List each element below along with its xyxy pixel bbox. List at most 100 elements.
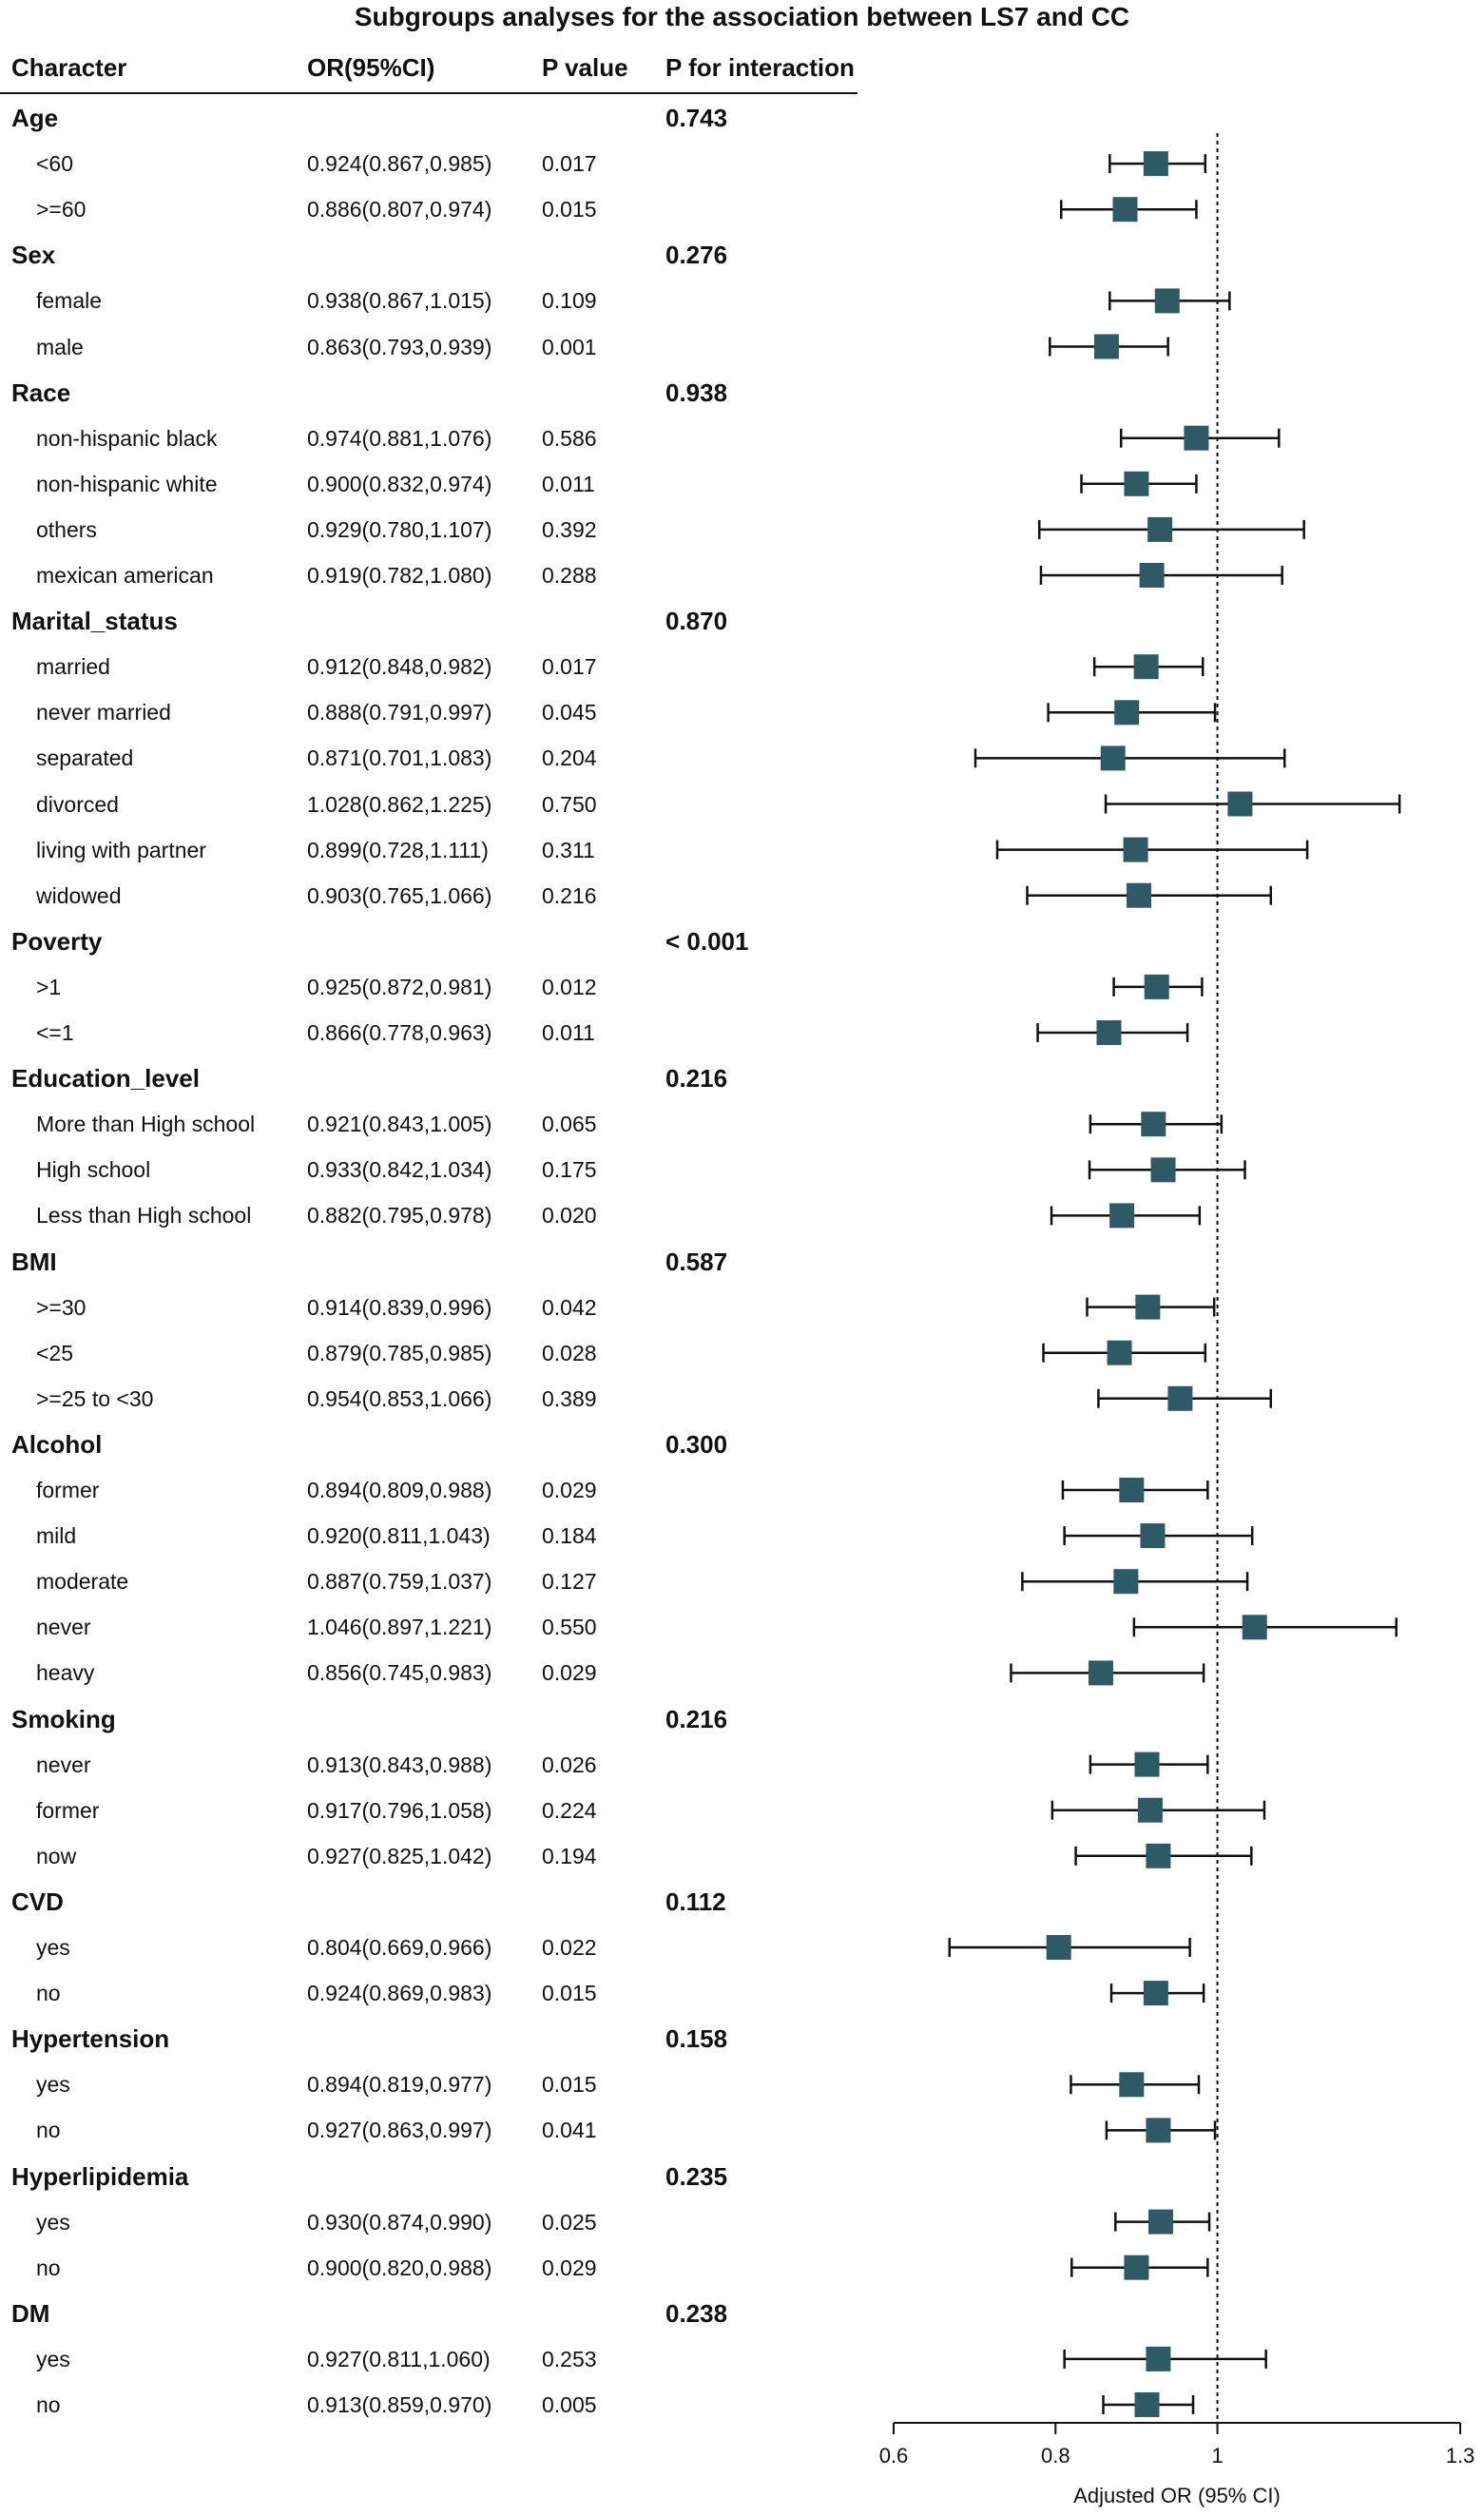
- group-label: Hypertension: [11, 2024, 170, 2054]
- group-row: Education_level 0.216: [0, 1055, 860, 1101]
- p-value: 0.025: [542, 2209, 597, 2235]
- subgroup-row: non-hispanic white 0.900(0.832,0.974) 0.01…: [0, 461, 860, 507]
- or-point-marker: [1146, 2346, 1171, 2371]
- p-value: 0.065: [542, 1112, 597, 1137]
- subgroup-row: yes 0.804(0.669,0.966) 0.022: [0, 1925, 860, 1970]
- p-value: 0.042: [542, 1294, 597, 1320]
- group-label: Age: [11, 104, 59, 132]
- p-interaction-value: 0.216: [665, 1064, 728, 1093]
- subgroup-row: others 0.929(0.780,1.107) 0.392: [0, 507, 860, 552]
- subgroup-label: mexican american: [36, 563, 214, 588]
- subgroup-label: <=1: [36, 1020, 74, 1045]
- or-ci-value: 0.974(0.881,1.076): [307, 425, 492, 451]
- p-value: 0.204: [542, 745, 597, 771]
- group-label: Education_level: [11, 1064, 200, 1093]
- or-ci-value: 0.900(0.832,0.974): [307, 471, 492, 496]
- or-point-marker: [1134, 1752, 1160, 1777]
- or-ci-value: 0.929(0.780,1.107): [307, 516, 492, 542]
- subgroup-row: married 0.912(0.848,0.982) 0.017: [0, 644, 860, 689]
- x-axis-label: Adjusted OR (95% CI): [1073, 2484, 1281, 2507]
- group-row: Poverty < 0.001: [0, 919, 860, 964]
- p-value: 0.253: [542, 2346, 597, 2371]
- p-value: 0.029: [542, 1660, 597, 1686]
- p-value: 0.015: [542, 1981, 597, 2006]
- or-point-marker: [1147, 516, 1173, 542]
- subgroup-row: High school 0.933(0.842,1.034) 0.175: [0, 1147, 860, 1192]
- subgroup-row: <=1 0.866(0.778,0.963) 0.011: [0, 1010, 860, 1055]
- group-row: Age 0.743: [0, 95, 860, 141]
- or-point-marker: [1154, 288, 1180, 314]
- or-point-marker: [1134, 2392, 1160, 2417]
- subgroup-label: female: [36, 288, 103, 314]
- or-point-marker: [1119, 2072, 1145, 2098]
- or-point-marker: [1088, 1660, 1113, 1686]
- p-value: 0.586: [542, 425, 597, 451]
- or-point-marker: [1124, 471, 1149, 496]
- or-point-marker: [1113, 1569, 1139, 1595]
- x-tick-label: 0.8: [1041, 2444, 1070, 2468]
- subgroup-label: mild: [36, 1523, 77, 1549]
- or-ci-value: 1.046(0.897,1.221): [307, 1615, 492, 1640]
- group-label: Alcohol: [11, 1429, 103, 1459]
- or-point-marker: [1112, 197, 1138, 223]
- column-header-or: OR(95%CI): [307, 53, 435, 82]
- subgroup-row: mexican american 0.919(0.782,1.080) 0.288: [0, 552, 860, 598]
- subgroup-row: now 0.927(0.825,1.042) 0.194: [0, 1833, 860, 1879]
- subgroup-label: never: [36, 1615, 91, 1640]
- group-row: Hyperlipidemia 0.235: [0, 2154, 860, 2199]
- p-value: 0.026: [542, 1752, 597, 1777]
- p-value: 0.109: [542, 288, 597, 314]
- or-point-marker: [1139, 563, 1165, 588]
- or-point-marker: [1123, 837, 1148, 862]
- subgroup-label: never married: [36, 700, 171, 726]
- subgroup-label: yes: [36, 2209, 70, 2235]
- or-ci-value: 0.913(0.859,0.970): [307, 2392, 492, 2417]
- or-ci-value: 0.866(0.778,0.963): [307, 1020, 492, 1045]
- or-point-marker: [1126, 882, 1151, 908]
- or-point-marker: [1146, 1843, 1171, 1868]
- subgroup-row: former 0.917(0.796,1.058) 0.224: [0, 1788, 860, 1833]
- or-ci-value: 0.930(0.874,0.990): [307, 2209, 492, 2235]
- or-point-marker: [1119, 1478, 1145, 1502]
- or-point-marker: [1137, 1797, 1163, 1823]
- p-interaction-value: 0.587: [665, 1247, 728, 1276]
- subgroup-label: <25: [36, 1340, 74, 1365]
- p-value: 0.389: [542, 1385, 597, 1411]
- or-point-marker: [1135, 1294, 1161, 1320]
- subgroup-label: >=60: [36, 197, 87, 223]
- subgroup-row: widowed 0.903(0.765,1.066) 0.216: [0, 873, 860, 919]
- p-value: 0.005: [542, 2392, 597, 2417]
- subgroup-label: <60: [36, 151, 74, 177]
- p-value: 0.045: [542, 700, 597, 726]
- or-ci-value: 0.899(0.728,1.111): [307, 837, 489, 862]
- or-ci-value: 0.871(0.701,1.083): [307, 745, 492, 771]
- group-row: Hypertension 0.158: [0, 2016, 860, 2061]
- subgroup-label: male: [36, 334, 84, 359]
- subgroup-row: never 1.046(0.897,1.221) 0.550: [0, 1604, 860, 1650]
- x-tick-label: 1.3: [1446, 2444, 1475, 2468]
- subgroup-row: former 0.894(0.809,0.988) 0.029: [0, 1467, 860, 1513]
- group-label: Marital_status: [11, 607, 178, 636]
- p-value: 0.017: [542, 151, 597, 177]
- p-value: 0.017: [542, 654, 597, 680]
- subgroup-label: yes: [36, 1935, 70, 1960]
- subgroup-row: heavy 0.856(0.745,0.983) 0.029: [0, 1650, 860, 1695]
- or-ci-value: 0.804(0.669,0.966): [307, 1935, 492, 1960]
- group-label: Smoking: [11, 1704, 116, 1733]
- or-point-marker: [1114, 700, 1140, 726]
- or-point-marker: [1150, 1157, 1176, 1183]
- p-interaction-value: 0.112: [665, 1887, 726, 1916]
- or-point-marker: [1242, 1615, 1267, 1640]
- or-ci-value: 0.924(0.869,0.983): [307, 1981, 492, 2006]
- or-point-marker: [1046, 1935, 1071, 1960]
- column-header-character: Character: [11, 53, 127, 82]
- subgroup-row: yes 0.930(0.874,0.990) 0.025: [0, 2199, 860, 2245]
- or-ci-value: 0.924(0.867,0.985): [307, 151, 492, 177]
- subgroup-row: Less than High school 0.882(0.795,0.978) 0…: [0, 1192, 860, 1238]
- or-ci-value: 0.921(0.843,1.005): [307, 1112, 492, 1137]
- p-value: 0.011: [542, 471, 595, 496]
- p-value: 0.392: [542, 516, 597, 542]
- p-interaction-value: 0.216: [665, 1704, 728, 1733]
- or-ci-value: 0.933(0.842,1.034): [307, 1157, 492, 1183]
